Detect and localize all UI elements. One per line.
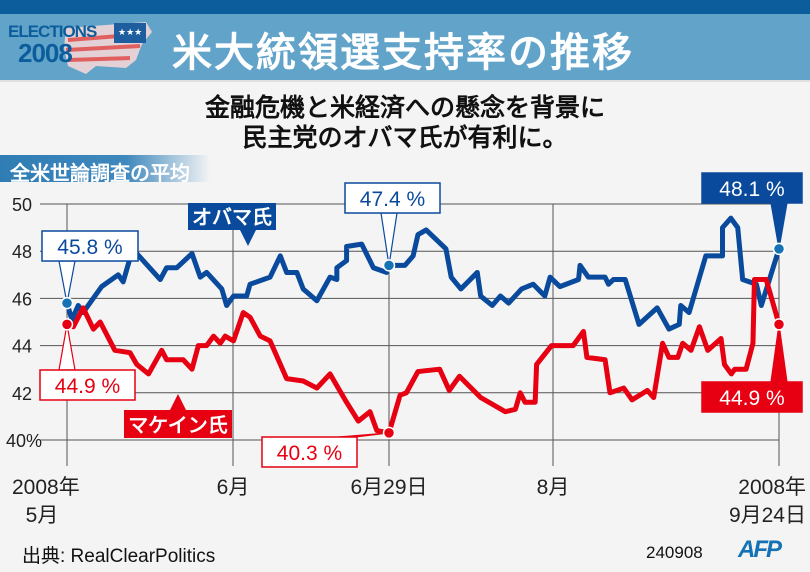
callout-box [701, 381, 803, 413]
x-tick-label: 6月 [217, 476, 250, 499]
obama-legend-tag-pointer [240, 230, 256, 246]
svg-text:★★★: ★★★ [118, 27, 142, 37]
y-tick-label: 48 [12, 242, 32, 262]
x-tick-label: 8月 [537, 476, 570, 499]
subtitle-line2: 民主党のオバマ氏が有利に。 [242, 124, 568, 152]
logo-text-elections: ELECTIONS [8, 22, 97, 41]
data-point-marker [60, 318, 74, 331]
data-point-marker [60, 296, 74, 310]
mccain-line [66, 277, 782, 436]
code-number: 240908 [646, 543, 703, 562]
callout-box [344, 182, 441, 214]
header-topbar [0, 0, 810, 14]
subtitle-line1: 金融危機と米経済への懸念を背景に [204, 94, 605, 122]
data-point-marker [382, 259, 396, 272]
x-tick-label: 2008年 [12, 476, 80, 499]
mccain-legend-tag-bg [124, 410, 232, 438]
section-label: 全米世論調査の平均 [0, 155, 210, 185]
logo-text-year: 2008 [18, 38, 73, 68]
x-tick-label: 2008年 [738, 476, 806, 499]
callout-box [39, 369, 136, 401]
data-point-marker [772, 318, 786, 331]
callout-pointer [770, 202, 788, 249]
obama-legend-tag: オバマ氏 [192, 206, 272, 229]
callout-box [41, 230, 139, 262]
callout-value: 48.1 % [719, 178, 784, 201]
section-label-text: 全米世論調査の平均 [10, 163, 190, 185]
mccain-legend-tag: マケイン氏 [128, 414, 228, 437]
callout-box [261, 436, 358, 468]
elections-2008-logo: ★★★ ELECTIONS 2008 [6, 18, 156, 78]
obama-legend-tag-bg [188, 203, 276, 230]
y-tick-label: 46 [12, 289, 32, 309]
y-tick-label: 50 [12, 195, 32, 215]
page-title: 米大統領選支持率の推移 [172, 31, 634, 75]
mccain-legend-tag-pointer [170, 394, 186, 410]
callout-value: 40.3 % [277, 442, 342, 465]
callout-pointer [380, 212, 398, 266]
x-tick-label-line2: 5月 [26, 504, 59, 527]
data-point-marker [772, 242, 786, 256]
y-tick-label: 44 [12, 337, 32, 357]
source-note: 出典: RealClearPolitics [22, 546, 216, 567]
us-flag-map-icon: ★★★ [64, 22, 152, 74]
obama-line [64, 215, 782, 332]
callout-value: 44.9 % [55, 375, 120, 398]
callout-value: 47.4 % [360, 188, 425, 211]
y-tick-label: 40% [6, 431, 42, 451]
x-tick-label-line2: 9月24日 [729, 504, 806, 527]
callout-pointer [58, 324, 76, 371]
afp-logo: AFP [738, 536, 782, 563]
callout-pointer [58, 260, 76, 304]
data-point-marker [382, 426, 396, 440]
callout-pointer [770, 324, 788, 383]
callout-value: 44.9 % [719, 387, 784, 410]
callout-box [701, 172, 803, 204]
y-tick-label: 42 [12, 384, 32, 404]
x-tick-label: 6月29日 [350, 476, 427, 499]
callout-value: 45.8 % [57, 236, 122, 259]
